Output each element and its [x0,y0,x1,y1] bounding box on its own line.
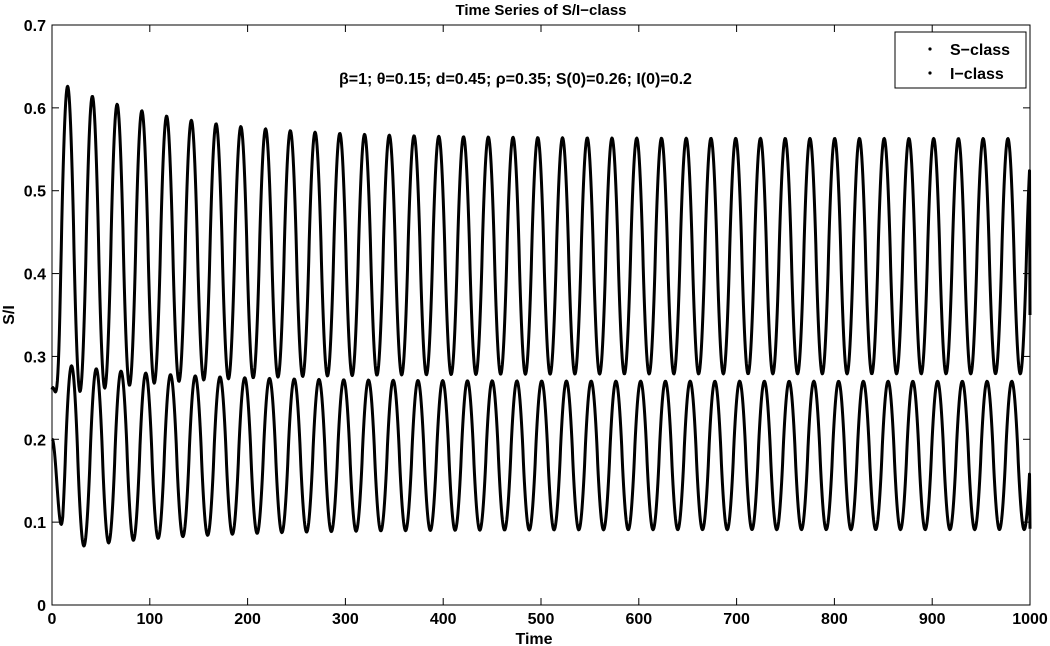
series-line-i-class [50,364,1032,548]
y-tick-label: 0.6 [24,101,46,118]
y-tick-label: 0.1 [24,515,46,532]
x-tick-label: 1000 [1012,611,1048,628]
x-tick-label: 0 [48,611,57,628]
x-tick-label: 400 [430,611,457,628]
y-tick-label: 0 [37,598,46,615]
y-tick-label: 0.4 [24,267,46,284]
x-tick-label: 500 [528,611,555,628]
y-tick-label: 0.7 [24,18,46,35]
parameter-annotation: β=1; θ=0.15; d=0.45; ρ=0.35; S(0)=0.26; … [339,71,692,88]
legend-label-i-class: I−class [950,66,1004,83]
x-tick-label: 800 [821,611,848,628]
legend-label-s-class: S−class [950,42,1010,59]
y-tick-label: 0.5 [24,184,46,201]
legend-marker-s-class [928,47,932,51]
x-tick-label: 200 [234,611,261,628]
x-tick-label: 900 [919,611,946,628]
series-line-s-class [50,84,1032,394]
y-axis: 0 0.1 0.2 0.3 0.4 0.5 0.6 0.7 [24,18,1030,615]
y-tick-label: 0.3 [24,349,46,366]
chart-title: Time Series of S/I−class [455,2,626,19]
y-tick-label: 0.2 [24,432,46,449]
x-tick-label: 300 [332,611,359,628]
x-tick-label: 600 [625,611,652,628]
legend-marker-i-class [928,71,932,75]
legend-box [894,31,1027,89]
series-layer [50,84,1032,548]
x-tick-label: 700 [723,611,750,628]
x-axis: 0 100 200 300 400 500 600 700 800 900 1000 [48,25,1048,628]
x-tick-label: 100 [136,611,163,628]
y-axis-label: S/I [1,305,18,325]
x-axis-label: Time [515,631,552,646]
legend: S−class I−class [894,31,1027,89]
